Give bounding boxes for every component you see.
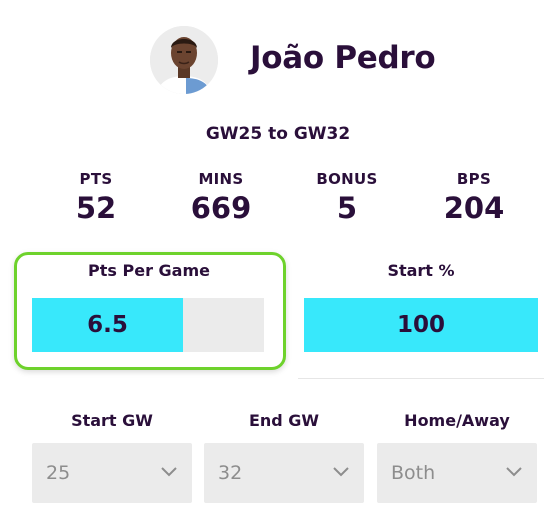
stat-value: 669: [190, 191, 252, 225]
pts-per-game-title: Pts Per Game: [88, 261, 210, 280]
stat-value: 5: [336, 191, 358, 225]
end-gw-label: End GW: [248, 411, 320, 430]
chevron-down-icon: [506, 467, 522, 477]
stat-bonus: BONUS 5: [287, 170, 407, 225]
end-gw-select[interactable]: 32: [204, 443, 364, 503]
start-gw-value: 25: [46, 462, 71, 484]
player-avatar-icon: [150, 26, 218, 94]
end-gw-value: 32: [218, 462, 243, 484]
start-pct-value: 100: [396, 312, 445, 338]
divider: [298, 378, 544, 379]
gameweek-range: GW25 to GW32: [205, 124, 351, 144]
player-name: João Pedro: [250, 40, 436, 76]
stat-label: BONUS: [316, 170, 378, 188]
stat-value: 52: [75, 191, 117, 225]
stat-mins: MINS 669: [161, 170, 281, 225]
pts-per-game-bar-fill: [32, 298, 183, 352]
stat-label: PTS: [79, 170, 113, 188]
stats-row: PTS 52 MINS 669 BONUS 5 BPS 204: [0, 170, 556, 230]
stat-label: BPS: [456, 170, 492, 188]
pts-per-game-card[interactable]: [14, 252, 286, 370]
chevron-down-icon: [333, 467, 349, 477]
start-pct-bar: 100: [304, 298, 538, 352]
home-away-select[interactable]: Both: [377, 443, 537, 503]
stat-value: 204: [443, 191, 505, 225]
start-gw-select[interactable]: 25: [32, 443, 192, 503]
start-gw-label: Start GW: [71, 411, 153, 430]
pts-per-game-bar: 6.5: [32, 298, 264, 352]
start-pct-bar-fill: [304, 298, 538, 352]
home-away-label: Home/Away: [404, 411, 510, 430]
home-away-value: Both: [391, 462, 436, 484]
stat-bps: BPS 204: [414, 170, 534, 225]
pts-per-game-value: 6.5: [87, 312, 128, 338]
stat-pts: PTS 52: [36, 170, 156, 225]
start-pct-title: Start %: [387, 261, 455, 280]
chevron-down-icon: [161, 467, 177, 477]
player-header: João Pedro: [0, 0, 556, 110]
stat-label: MINS: [198, 170, 244, 188]
